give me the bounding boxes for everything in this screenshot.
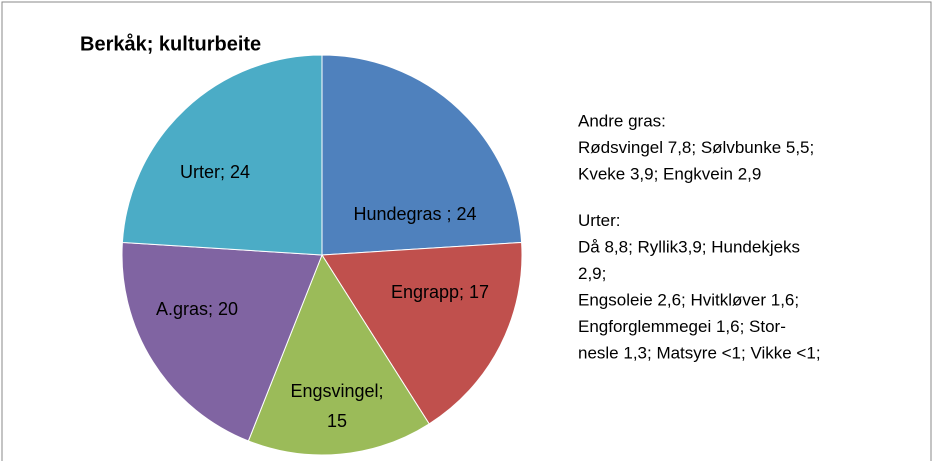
pie-slice xyxy=(321,241,523,425)
pie-slice xyxy=(121,54,323,256)
pie-slice xyxy=(247,253,430,456)
annotation: Engforglemmegei 1,6; Stor- xyxy=(578,317,786,336)
annotation: Då 8,8; Ryllik3,9; Hundekjeks xyxy=(578,237,800,256)
data-label: A.gras; 20 xyxy=(156,299,238,319)
data-label: Hundegras ; 24 xyxy=(353,204,476,224)
chart-title: Berkåk; kulturbeite xyxy=(80,32,261,55)
data-label-line: 15 xyxy=(327,411,347,431)
annotation: Urter: xyxy=(578,211,621,230)
annotation: Engsoleie 2,6; Hvitkløver 1,6; xyxy=(578,290,799,309)
annotation: nesle 1,3; Matsyre <1; Vikke <1; xyxy=(578,343,821,362)
data-label: Urter; 24 xyxy=(180,162,250,182)
data-label: Engsvingel; 15 xyxy=(290,381,383,431)
pie-slice xyxy=(121,241,323,442)
annotation: Kveke 3,9; Engkvein 2,9 xyxy=(578,164,761,183)
annotation: Andre gras: xyxy=(578,111,666,130)
data-label-line: Engsvingel; xyxy=(290,381,383,401)
pie-slice xyxy=(321,54,523,256)
data-label: Engrapp; 17 xyxy=(391,282,489,302)
annotation: Rødsvingel 7,8; Sølvbunke 5,5; xyxy=(578,138,814,157)
annotation: 2,9; xyxy=(578,264,606,283)
